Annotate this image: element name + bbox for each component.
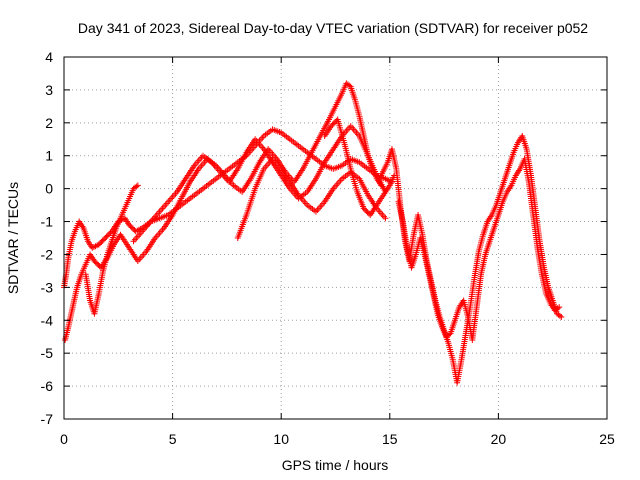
data-point <box>558 313 565 320</box>
x-tick-label: 20 <box>491 431 507 447</box>
x-axis-label: GPS time / hours <box>282 457 389 473</box>
y-tick-label: 1 <box>45 148 53 164</box>
grid <box>64 57 607 419</box>
x-tick-label: 10 <box>273 431 289 447</box>
data-point <box>329 121 336 128</box>
data-point <box>133 183 140 190</box>
y-tick-label: 4 <box>45 49 53 65</box>
chart-title: Day 341 of 2023, Sidereal Day-to-day VTE… <box>78 20 588 36</box>
data-layer <box>61 80 565 386</box>
y-tick-label: 3 <box>45 82 53 98</box>
data-point <box>102 235 109 241</box>
y-tick-label: -6 <box>41 378 54 394</box>
y-axis-label: SDTVAR / TECUs <box>5 182 21 294</box>
data-point <box>104 232 111 239</box>
y-tick-label: -4 <box>41 312 54 328</box>
data-point <box>106 231 113 238</box>
data-point <box>126 221 133 228</box>
plot-frame <box>63 56 608 420</box>
data-point <box>95 261 102 268</box>
y-tick-label: -1 <box>41 214 54 230</box>
x-tick-label: 15 <box>382 431 398 447</box>
data-point <box>554 305 561 312</box>
data-point <box>91 258 98 265</box>
data-point <box>127 223 134 230</box>
data-point <box>128 224 135 231</box>
x-tick-label: 25 <box>599 431 615 447</box>
data-point <box>364 209 371 216</box>
series-track-e <box>378 132 565 386</box>
data-point <box>360 205 367 212</box>
y-tick-label: 0 <box>45 181 53 197</box>
series-track-h <box>321 116 398 218</box>
data-point <box>98 238 105 245</box>
y-tick-label: 2 <box>45 115 53 131</box>
data-point <box>97 240 104 247</box>
data-point <box>92 259 99 266</box>
data-point <box>134 182 141 189</box>
data-point <box>362 206 369 213</box>
series-track-c <box>130 123 389 245</box>
series-track-g <box>82 182 141 317</box>
data-point <box>328 123 335 130</box>
data-point <box>556 304 563 311</box>
data-point <box>332 119 339 126</box>
y-tick-label: -2 <box>41 246 54 262</box>
data-point <box>100 236 107 243</box>
y-tick-label: -5 <box>41 345 54 361</box>
data-point <box>391 172 398 179</box>
y-tick-label: -3 <box>41 279 54 295</box>
series-track-f <box>395 156 563 344</box>
data-point <box>382 215 389 222</box>
data-point <box>94 260 101 267</box>
y-tick-label: -7 <box>41 411 54 427</box>
data-point <box>95 241 102 248</box>
data-point <box>363 208 370 215</box>
data-point <box>556 312 563 319</box>
data-point <box>330 120 337 127</box>
x-tick-label: 0 <box>60 431 68 447</box>
x-tick-label: 5 <box>169 431 177 447</box>
data-point <box>103 233 110 240</box>
data-point <box>99 237 106 244</box>
data-point <box>130 225 137 232</box>
